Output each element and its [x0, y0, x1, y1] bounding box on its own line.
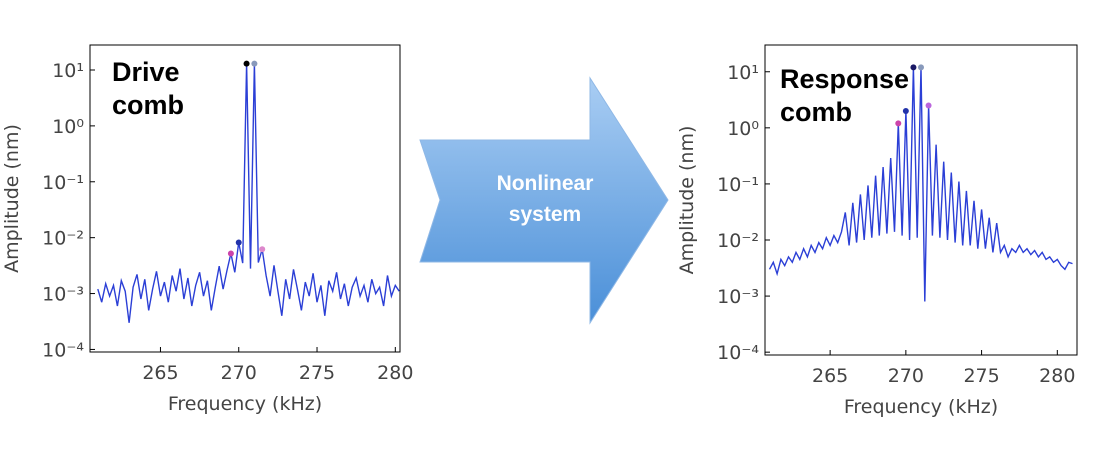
y-tick-label: 10¹	[52, 60, 84, 82]
peak-marker	[227, 250, 234, 257]
data-line	[97, 63, 400, 323]
peak-marker	[902, 107, 909, 114]
y-tick-label: 10⁰	[727, 118, 759, 140]
x-tick-label: 275	[299, 362, 335, 384]
peak-marker	[243, 60, 250, 67]
arrow	[419, 76, 669, 325]
y-tick-label: 10⁻¹	[717, 174, 759, 196]
x-tick-label: 270	[221, 362, 257, 384]
annotation: Drive comb	[112, 57, 185, 120]
y-axis-label: Amplitude (nm)	[1, 124, 23, 273]
y-tick-label: 10⁻³	[717, 286, 759, 308]
y-tick-label: 10⁻⁴	[717, 342, 759, 364]
plot-frame	[89, 44, 401, 353]
peak-marker	[895, 120, 902, 127]
annotation: Response comb	[780, 64, 910, 127]
peak-marker	[910, 64, 917, 71]
y-tick-label: 10⁻¹	[42, 172, 84, 194]
x-tick-label: 280	[377, 362, 413, 384]
peak-marker	[259, 246, 266, 253]
x-axis-label: Frequency (kHz)	[168, 393, 322, 415]
y-tick-label: 10⁻²	[42, 228, 84, 250]
peak-marker	[918, 64, 924, 71]
x-tick-label: 275	[963, 365, 999, 387]
x-tick-label: 270	[888, 365, 924, 387]
x-tick-label: 265	[812, 365, 848, 387]
peak-marker	[235, 239, 242, 246]
x-tick-label: 280	[1039, 365, 1075, 387]
peak-marker	[251, 60, 258, 67]
y-tick-label: 10⁻²	[717, 230, 759, 252]
arrow-label: Nonlinear system	[496, 172, 594, 226]
x-axis-label: Frequency (kHz)	[844, 396, 998, 418]
y-tick-label: 10⁻⁴	[42, 339, 84, 361]
y-tick-label: 10⁰	[52, 116, 84, 138]
peak-marker	[925, 102, 932, 109]
y-axis-label: Amplitude (nm)	[676, 126, 698, 275]
y-tick-label: 10⁻³	[42, 284, 84, 306]
y-tick-label: 10¹	[727, 62, 759, 84]
x-tick-label: 265	[142, 362, 178, 384]
